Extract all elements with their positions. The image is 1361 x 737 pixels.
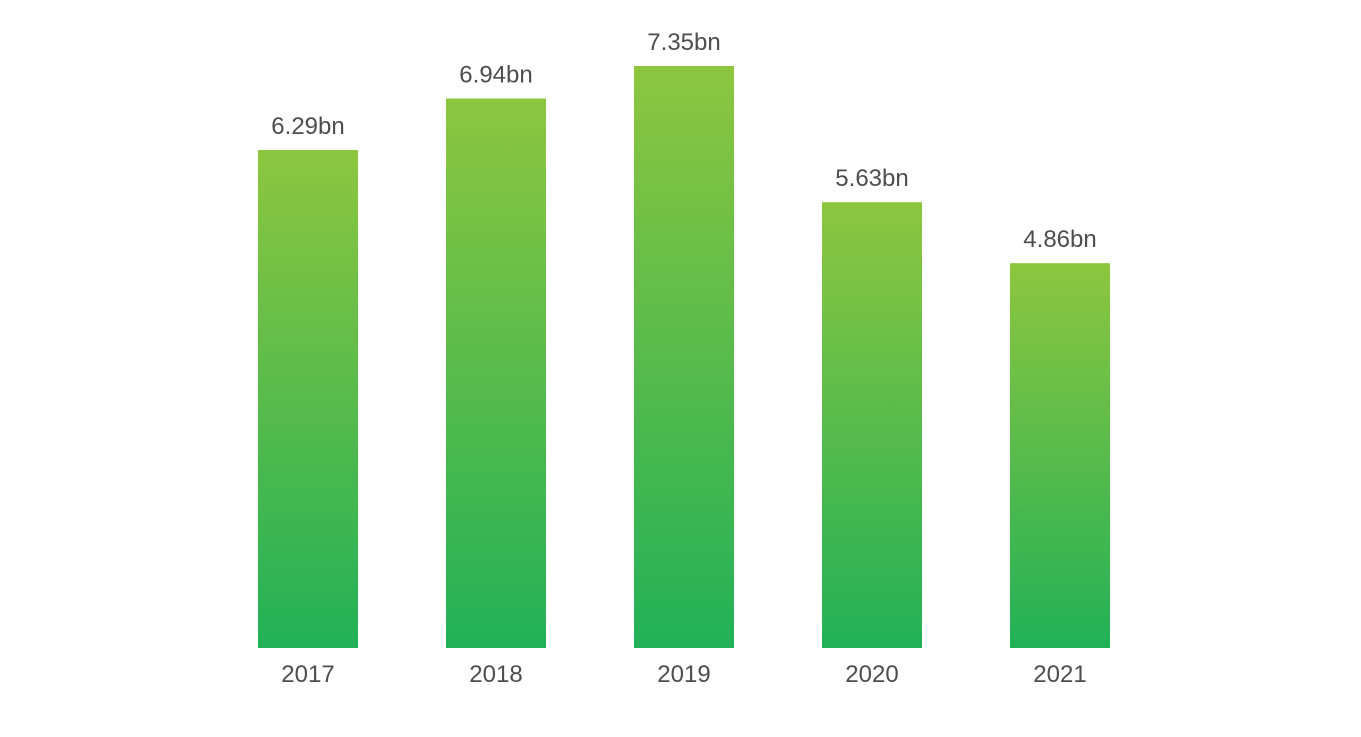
bar-2017 (258, 149, 358, 648)
data-label-2019: 7.35bn (647, 29, 720, 56)
data-label-2021: 4.86bn (1023, 226, 1096, 253)
data-label-2017: 6.29bn (271, 113, 344, 140)
x-tick-label-2021: 2021 (1033, 661, 1086, 688)
bars-group (258, 66, 1110, 648)
x-tick-label-2018: 2018 (469, 661, 522, 688)
bar-2020 (822, 202, 922, 648)
bar-2018 (446, 98, 546, 648)
x-tick-label-2020: 2020 (845, 661, 898, 688)
x-tick-label-2017: 2017 (281, 661, 334, 688)
bar-2021 (1010, 263, 1110, 648)
bar-2019 (634, 66, 734, 648)
value-labels-group: 6.29bn 6.94bn 7.35bn 5.63bn 4.86bn (271, 29, 1096, 253)
data-label-2020: 5.63bn (835, 165, 908, 192)
x-tick-label-2019: 2019 (657, 661, 710, 688)
data-label-2018: 6.94bn (459, 61, 532, 88)
x-axis-tick-labels: 2017 2018 2019 2020 2021 (281, 661, 1086, 688)
